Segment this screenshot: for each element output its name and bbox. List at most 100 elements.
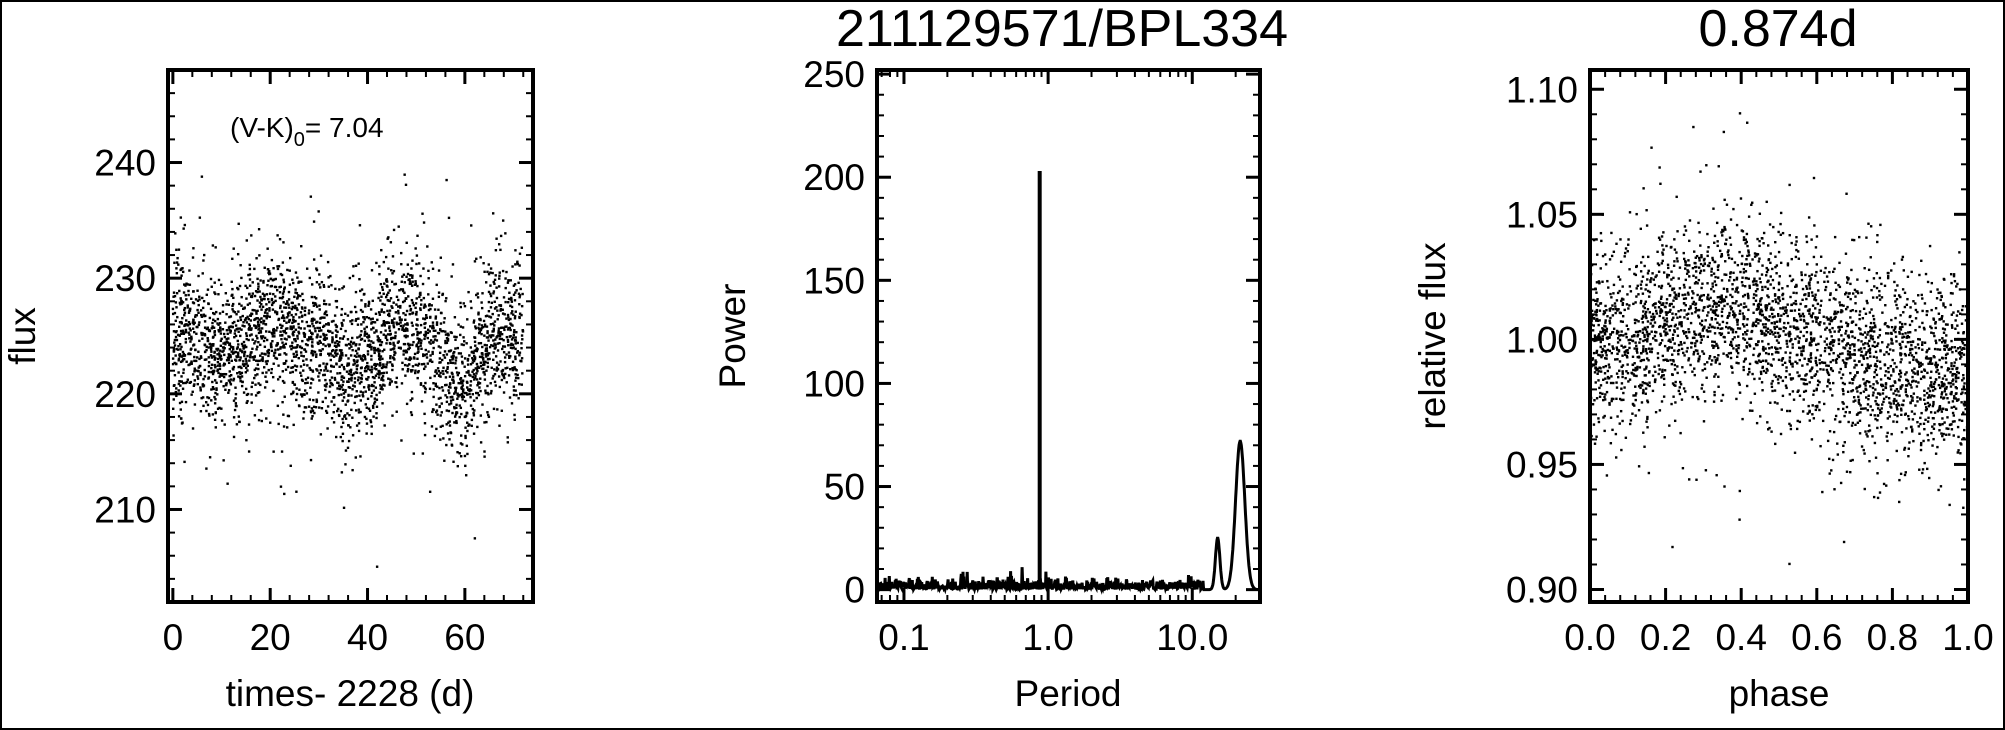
data-point: [1728, 311, 1731, 315]
data-point: [1805, 338, 1808, 341]
data-point: [1796, 353, 1799, 357]
data-point: [441, 389, 445, 392]
data-point: [1618, 360, 1622, 363]
data-point: [1610, 296, 1613, 299]
data-point: [388, 314, 391, 318]
data-point: [520, 360, 523, 363]
data-point: [312, 220, 316, 223]
data-point: [174, 390, 178, 394]
data-point: [1839, 481, 1843, 485]
data-point: [1820, 299, 1823, 303]
data-point: [183, 324, 186, 328]
data-point: [355, 395, 358, 398]
data-point: [431, 350, 434, 354]
x-tick-label: 1.0: [1942, 617, 1993, 658]
data-point: [372, 389, 376, 392]
data-point: [1874, 399, 1877, 403]
data-point: [351, 319, 354, 322]
data-point: [1770, 346, 1774, 349]
data-point: [234, 334, 238, 338]
data-point: [1798, 374, 1801, 377]
data-point: [295, 398, 298, 402]
data-point: [1848, 350, 1852, 354]
data-point: [218, 312, 222, 315]
data-point: [1696, 282, 1699, 285]
data-point: [1711, 282, 1714, 285]
data-point: [481, 353, 484, 356]
data-point: [461, 379, 465, 382]
data-point: [1697, 397, 1700, 401]
data-point: [355, 355, 358, 358]
data-point: [196, 377, 200, 380]
data-point: [296, 308, 299, 312]
data-point: [1894, 289, 1897, 292]
data-point: [246, 364, 250, 367]
data-point: [517, 397, 520, 400]
data-point: [223, 423, 226, 426]
data-point: [194, 298, 198, 301]
data-point: [385, 363, 388, 366]
data-point: [288, 269, 291, 272]
data-point: [448, 438, 451, 441]
data-point: [283, 306, 286, 309]
data-point: [1643, 306, 1646, 310]
data-point: [366, 397, 370, 401]
data-point: [213, 379, 217, 382]
data-point: [514, 310, 517, 313]
data-point: [509, 328, 512, 332]
data-point: [512, 389, 516, 392]
data-point: [1880, 296, 1884, 299]
data-point: [1810, 238, 1813, 241]
data-point: [227, 361, 231, 365]
data-point: [495, 237, 498, 240]
data-point: [211, 325, 214, 328]
data-point: [1767, 352, 1770, 356]
data-point: [267, 354, 270, 358]
data-point: [1904, 345, 1908, 348]
data-point: [513, 299, 517, 302]
data-point: [1683, 354, 1686, 357]
data-point: [225, 329, 229, 332]
data-point: [306, 364, 309, 367]
data-point: [1900, 409, 1903, 412]
data-point: [197, 303, 200, 307]
data-point: [485, 349, 489, 353]
data-point: [1678, 392, 1682, 396]
data-point: [1924, 418, 1927, 422]
data-point: [1658, 368, 1661, 371]
data-point: [502, 391, 506, 394]
data-point: [295, 365, 299, 368]
data-point: [420, 363, 424, 366]
data-point: [1813, 296, 1817, 299]
data-point: [1626, 351, 1630, 355]
data-point: [388, 289, 391, 292]
data-point: [350, 376, 353, 380]
main-title: 211129571/BPL334: [836, 0, 1288, 58]
data-point: [380, 310, 383, 313]
data-point: [1874, 350, 1878, 354]
data-point: [514, 339, 518, 342]
data-point: [448, 424, 452, 427]
data-point: [205, 293, 208, 296]
data-point: [1595, 314, 1598, 317]
data-point: [252, 358, 255, 361]
data-point: [238, 370, 241, 374]
data-point: [199, 309, 203, 312]
data-point: [250, 333, 253, 336]
data-point: [1774, 442, 1777, 446]
data-point: [311, 409, 315, 413]
data-point: [243, 306, 246, 309]
data-point: [240, 295, 243, 299]
data-point: [1857, 398, 1861, 402]
data-point: [416, 318, 419, 321]
data-point: [492, 290, 496, 293]
data-point: [1816, 405, 1819, 409]
data-point: [1713, 340, 1716, 344]
data-point: [454, 359, 458, 362]
data-point: [301, 320, 304, 323]
data-point: [462, 395, 466, 399]
data-point: [353, 385, 356, 388]
data-point: [1764, 323, 1767, 326]
data-point: [1641, 321, 1645, 324]
data-point: [463, 304, 467, 308]
